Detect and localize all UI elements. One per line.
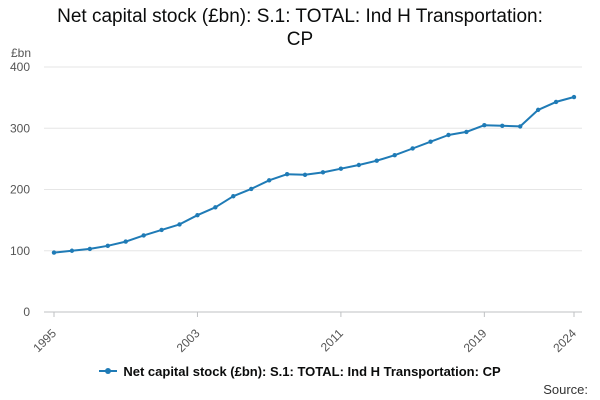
data-point-1999 [123,239,128,244]
grid-lines [44,66,582,313]
series-line [53,96,575,254]
x-tick-label-2024: 2024 [550,326,579,355]
data-point-2000 [141,233,146,238]
data-point-2012 [356,162,362,168]
data-point-2021 [518,124,523,129]
y-tick-label-400: 400 [10,60,30,74]
data-point-2023 [553,99,559,105]
y-axis-title: £bn [11,46,31,60]
legend-line-marker-icon [99,367,118,374]
data-point-1997 [87,246,93,252]
data-point-2013 [374,158,379,163]
data-point-1996 [69,248,75,253]
data-point-2003 [195,213,200,218]
data-point-2020 [500,123,505,128]
data-point-2007 [266,178,272,183]
data-point-2005 [231,194,236,199]
data-point-2002 [177,222,182,227]
source-label: Source: [543,382,588,397]
y-tick-label-200: 200 [10,183,30,197]
chart-title-line-2: CP [286,29,314,50]
data-point-2016 [428,139,433,144]
x-tick-label-2011: 2011 [318,326,346,354]
x-tick-label-1995: 1995 [30,326,59,355]
data-point-2001 [159,227,164,233]
data-point-2011 [338,166,344,171]
data-point-2004 [213,205,218,210]
data-point-2022 [535,107,541,113]
y-tick-label-300: 300 [10,121,30,135]
data-point-2024 [571,94,577,100]
data-point-2017 [446,132,451,138]
y-tick-label-100: 100 [10,244,30,258]
data-point-2006 [249,186,254,192]
series-layer [51,94,577,255]
data-point-2008 [284,171,290,177]
legend-label: Net capital stock (£bn): S.1: TOTAL: Ind… [123,364,501,379]
data-point-2014 [392,153,397,158]
legend: Net capital stock (£bn): S.1: TOTAL: Ind… [0,364,600,379]
axes: £bn 0 100 200 300 400 1995 2003 2011 2019 2024 [10,46,579,355]
data-point-1998 [105,243,110,249]
data-point-2009 [302,172,308,177]
data-point-2010 [320,170,326,175]
data-point-1995 [51,250,57,255]
x-tick-label-2019: 2019 [461,326,490,355]
x-tick-label-2003: 2003 [174,326,203,355]
chart-title-line-1: Net capital stock (£bn): S.1: TOTAL: Ind… [57,6,543,27]
data-point-2018 [464,129,469,135]
data-point-2015 [410,146,415,151]
data-point-2019 [482,122,487,128]
y-tick-label-0: 0 [23,305,30,319]
